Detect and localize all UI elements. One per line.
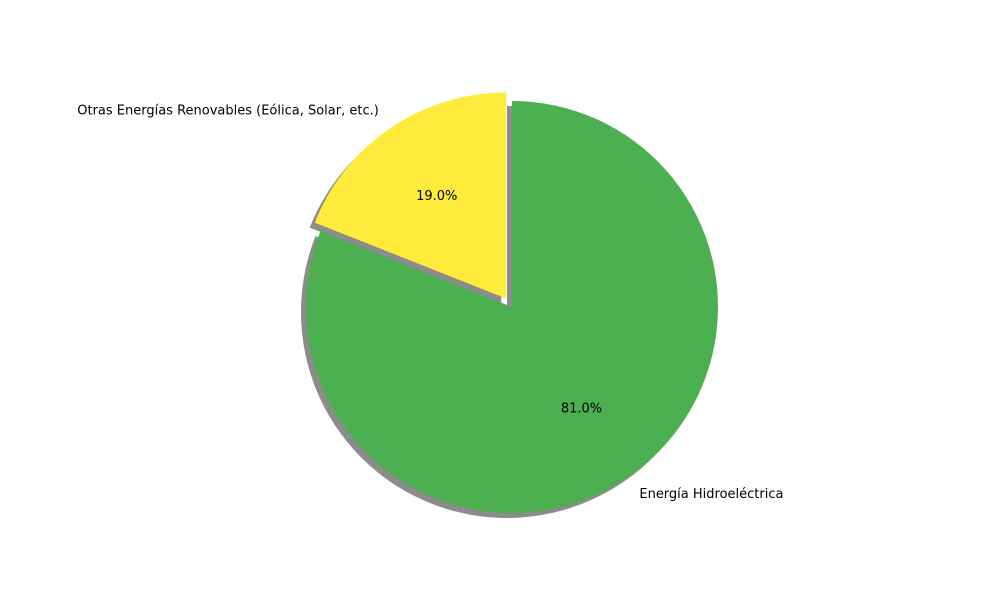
slice-label-otras-energias-renovables-eolica-solar-etc: Otras Energías Renovables (Eólica, Solar… [77,104,379,119]
slice-label-energia-hidroelectrica: Energía Hidroeléctrica [639,487,783,502]
percent-label-otras-energias-renovables-eolica-solar-etc: 19.0% [416,189,457,204]
pie-slice-energia-hidroelectrica [305,101,718,513]
slice-layer [305,92,718,513]
percent-label-energia-hidroelectrica: 81.0% [561,402,602,417]
label-layer: Otras Energías Renovables (Eólica, Solar… [77,104,783,502]
pie-slice-otras-energias-renovables-eolica-solar-etc [314,92,507,299]
